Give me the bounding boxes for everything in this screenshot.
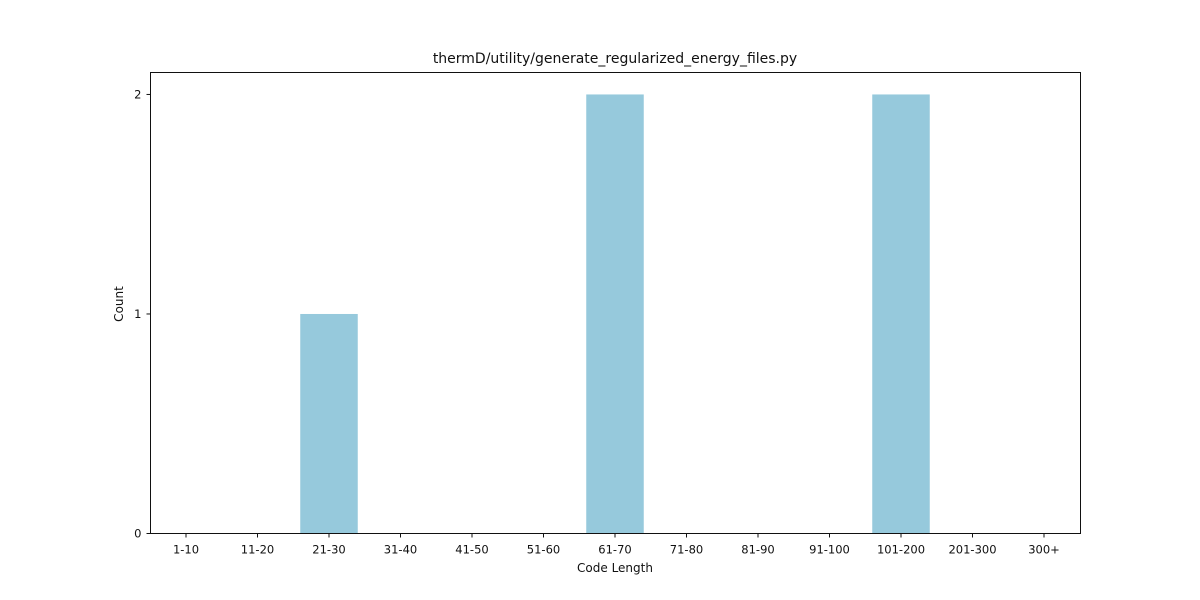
x-tick-label: 11-20 <box>241 543 274 557</box>
x-axis-ticks: 1-10 11-20 21-30 31-40 41-50 51-60 61-70 71-80 8… <box>173 533 1060 557</box>
x-tick-label: 21-30 <box>312 543 345 557</box>
x-tick-label: 201-300 <box>948 543 996 557</box>
bars-group <box>300 94 930 534</box>
plot-area-frame <box>150 72 1081 534</box>
x-tick-label: 51-60 <box>527 543 560 557</box>
y-tick-label: 0 <box>134 527 141 541</box>
x-tick-label: 1-10 <box>173 543 199 557</box>
y-tick-label: 2 <box>134 87 141 101</box>
x-tick-label: 71-80 <box>670 543 703 557</box>
y-axis-label: Count <box>112 286 126 322</box>
chart-title: thermD/utility/generate_regularized_ener… <box>433 51 797 67</box>
x-tick-label: 101-200 <box>877 543 925 557</box>
x-axis-label: Code Length <box>577 561 653 575</box>
x-tick-label: 300+ <box>1028 543 1060 557</box>
bar-61-70 <box>586 94 644 534</box>
x-tick-label: 91-100 <box>809 543 850 557</box>
x-tick-label: 31-40 <box>384 543 417 557</box>
y-axis-ticks: 0 1 2 <box>134 87 151 541</box>
x-tick-label: 81-90 <box>741 543 774 557</box>
bar-101-200 <box>872 94 930 534</box>
y-tick-label: 1 <box>134 307 141 321</box>
bar-21-30 <box>300 313 358 534</box>
x-tick-label: 61-70 <box>598 543 631 557</box>
x-tick-label: 41-50 <box>455 543 488 557</box>
